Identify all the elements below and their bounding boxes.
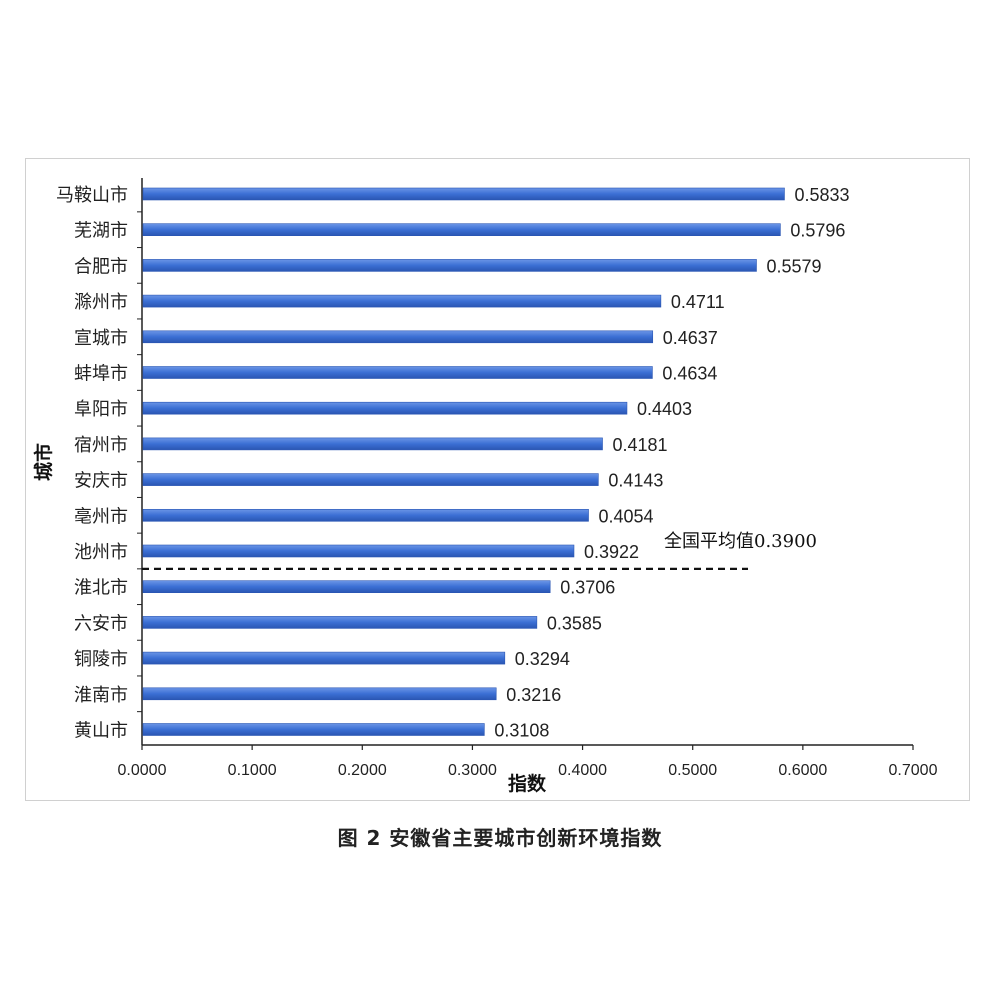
y-axis-title: 城市 (32, 443, 55, 481)
category-label: 宣城市 (74, 328, 128, 349)
bar (142, 259, 757, 272)
value-label: 0.3108 (494, 721, 549, 741)
category-label: 铜陵市 (74, 649, 128, 670)
category-label: 黄山市 (74, 721, 128, 742)
x-tick-label: 0.5000 (668, 762, 717, 779)
category-label: 淮北市 (74, 578, 128, 599)
value-label: 0.3216 (506, 685, 561, 705)
category-label: 滁州市 (74, 292, 128, 313)
value-label: 0.4403 (637, 399, 692, 419)
category-label: 安庆市 (74, 471, 128, 492)
category-label: 蚌埠市 (74, 364, 128, 385)
bar (142, 580, 551, 594)
value-label: 0.3922 (584, 542, 639, 562)
bar (142, 687, 497, 701)
x-tick-label: 0.6000 (778, 762, 827, 779)
category-label: 亳州市 (74, 506, 128, 527)
value-label: 0.3585 (547, 613, 602, 633)
category-label: 淮南市 (74, 685, 128, 706)
bar (142, 401, 628, 415)
bar (142, 723, 485, 736)
bar (142, 330, 654, 344)
x-tick-label: 0.1000 (228, 762, 277, 779)
bar (142, 437, 603, 451)
x-tick-label: 0.4000 (558, 762, 607, 779)
category-label: 合肥市 (74, 256, 128, 277)
category-label: 马鞍山市 (56, 185, 128, 206)
bar (142, 294, 662, 308)
category-label: 宿州市 (74, 435, 128, 456)
value-label: 0.5833 (794, 185, 849, 205)
bar (142, 223, 781, 236)
bar (142, 616, 538, 629)
category-label: 芜湖市 (74, 221, 128, 242)
x-axis-title: 指数 (508, 772, 547, 795)
value-label: 0.4054 (599, 506, 654, 526)
bar (142, 508, 589, 522)
value-label: 0.5579 (766, 256, 821, 276)
value-label: 0.3294 (515, 649, 570, 669)
category-label: 池州市 (74, 542, 128, 563)
category-label: 六安市 (74, 613, 128, 634)
figure-caption: 图 2 安徽省主要城市创新环境指数 (337, 826, 663, 850)
value-label: 0.4634 (662, 364, 717, 384)
value-label: 0.5796 (790, 221, 845, 241)
bar (142, 366, 653, 379)
x-tick-label: 0.7000 (889, 762, 938, 779)
value-label: 0.4143 (608, 471, 663, 491)
value-label: 0.4637 (663, 328, 718, 348)
value-label: 0.3706 (560, 578, 615, 598)
x-tick-label: 0.2000 (338, 762, 387, 779)
category-label: 阜阳市 (74, 399, 128, 420)
x-tick-label: 0.3000 (448, 762, 497, 779)
value-label: 0.4181 (613, 435, 668, 455)
value-label: 0.4711 (671, 292, 725, 312)
bar (142, 473, 599, 486)
bar (142, 651, 506, 665)
bar (142, 544, 575, 558)
national-average-label: 全国平均值0.3900 (664, 531, 817, 552)
x-tick-label: 0.0000 (118, 762, 167, 779)
bar (142, 187, 785, 201)
